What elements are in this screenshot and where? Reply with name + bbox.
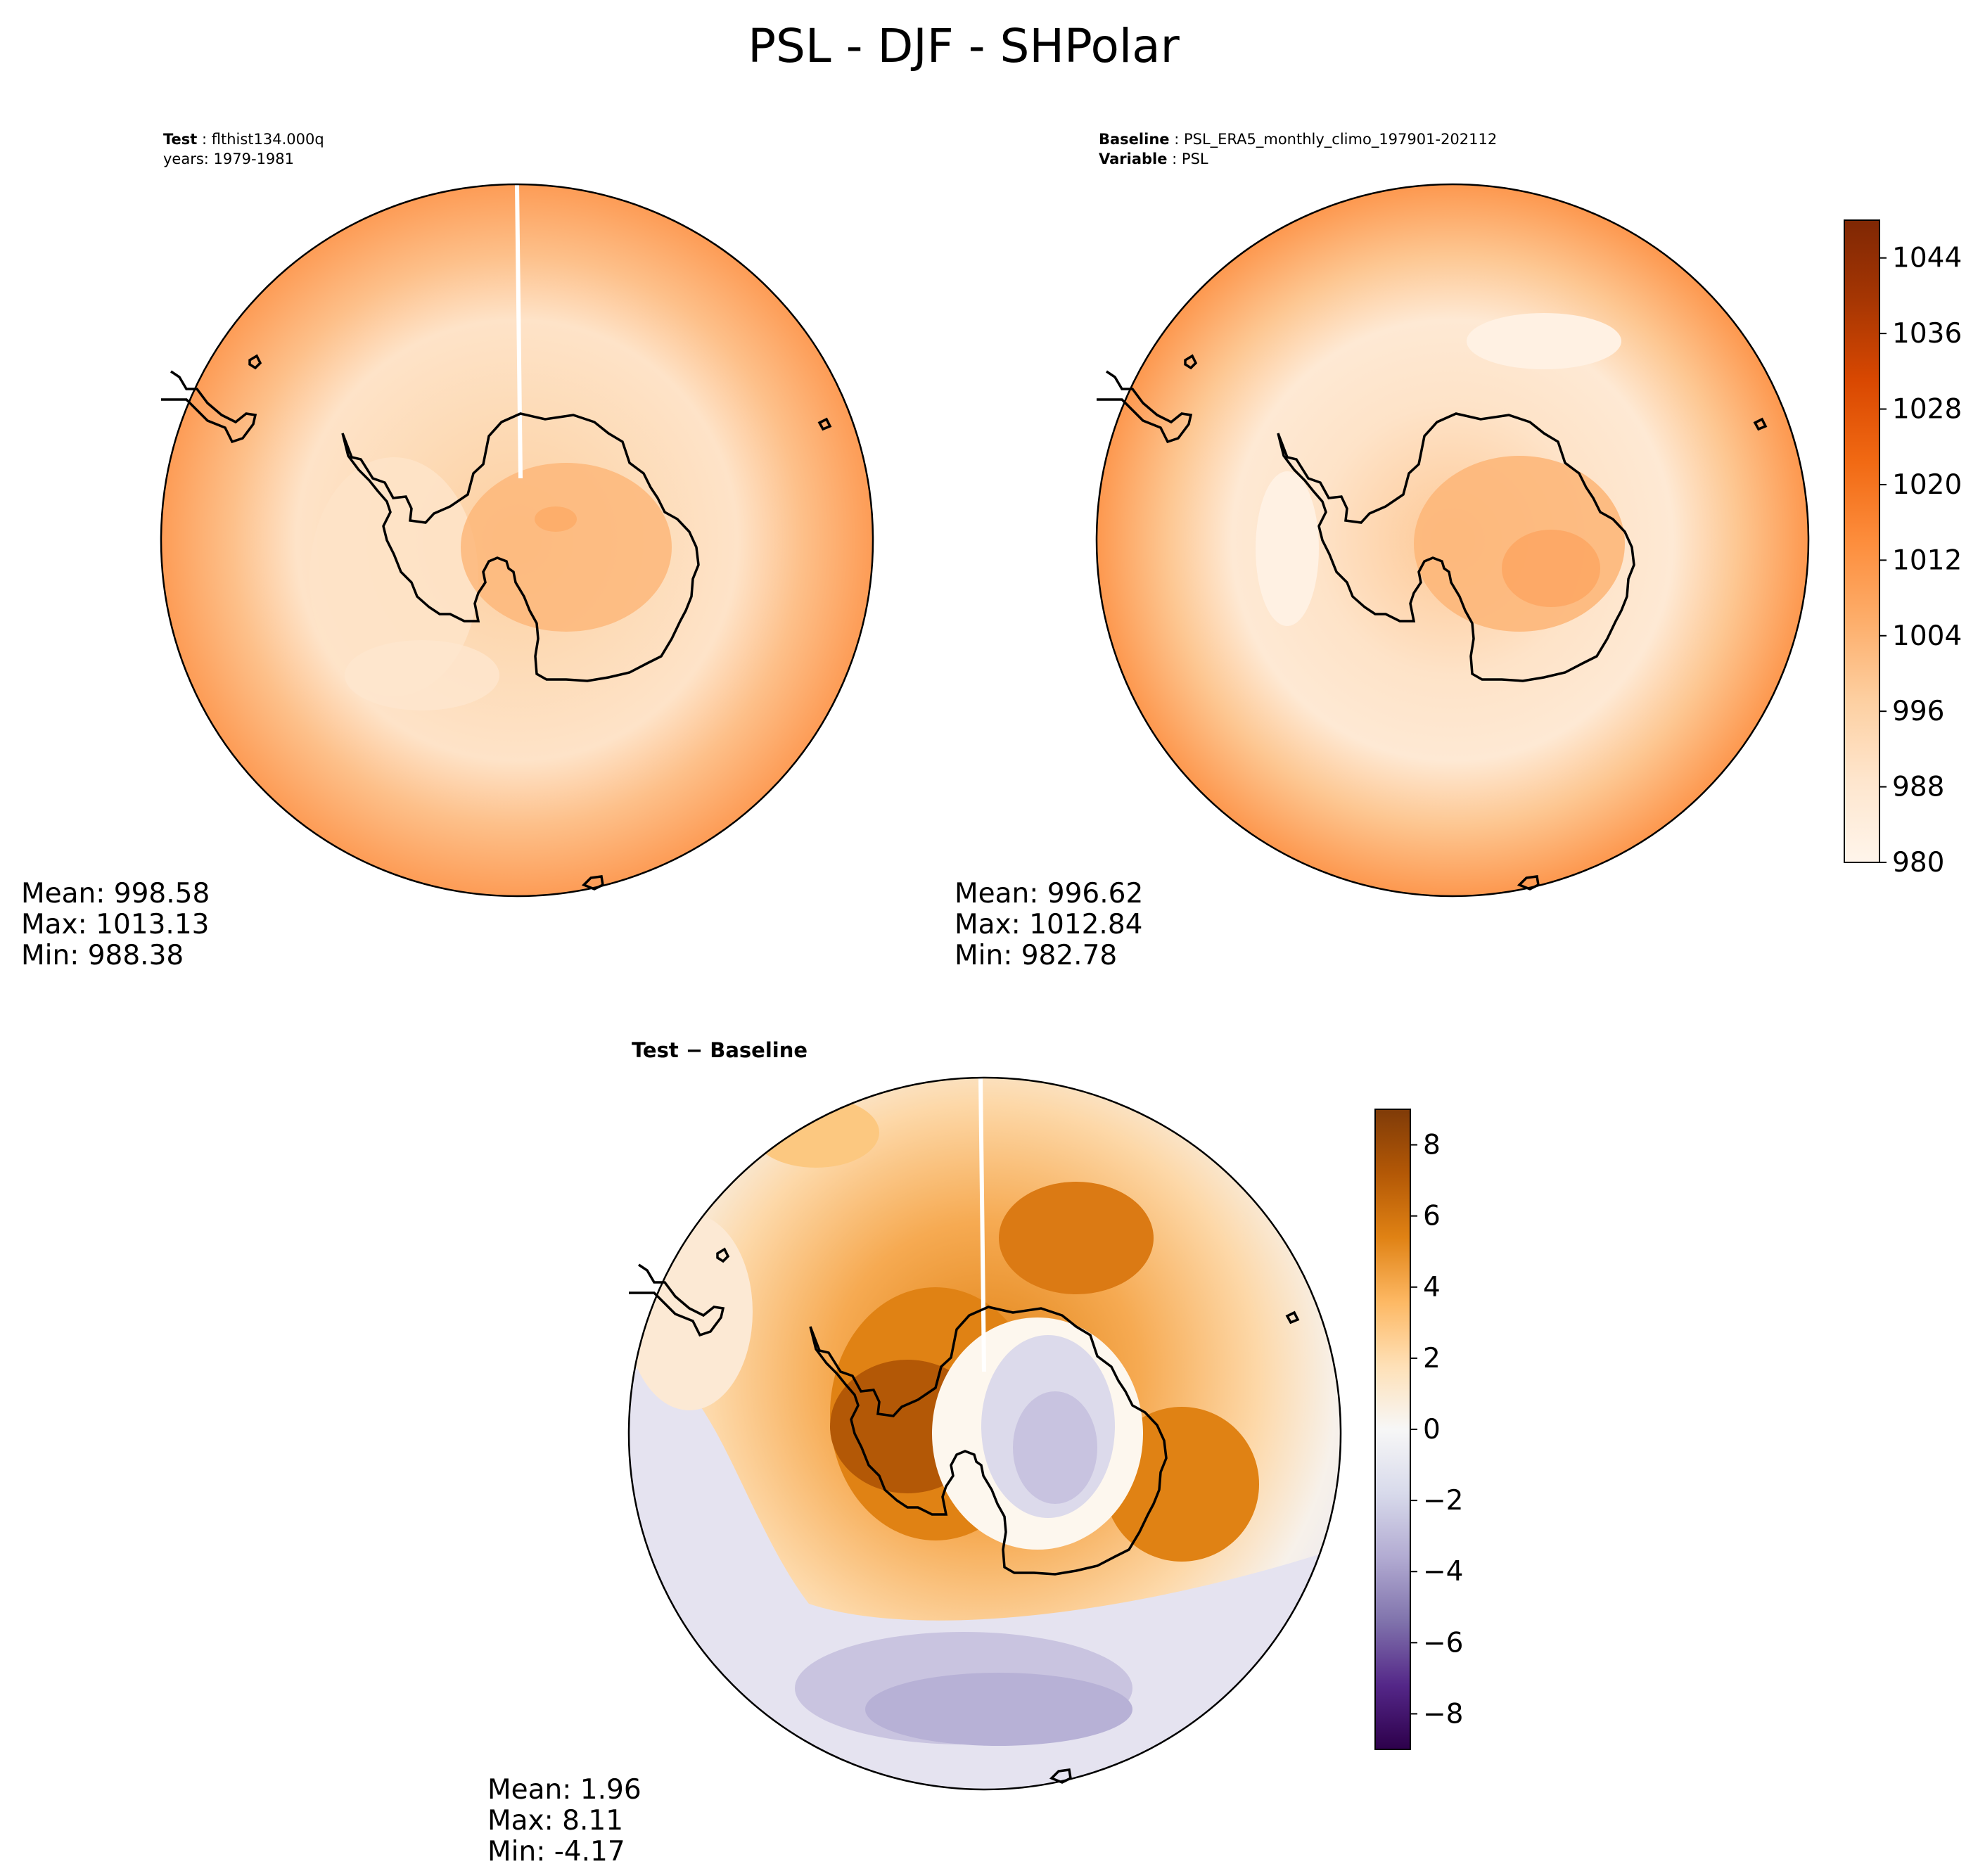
diff-colorbar-tick-label: −8	[1423, 1698, 1464, 1730]
figure-title: PSL - DJF - SHPolar	[748, 19, 1180, 73]
abs-colorbar-ticks: 980 988 996 1004 1012 1020 1028 1036 1044	[1879, 243, 1962, 879]
baseline-variable-key: Variable	[1099, 151, 1167, 167]
test-stat-min: Min: 988.38	[21, 940, 184, 971]
diff-colorbar-tick-label: 2	[1423, 1343, 1441, 1374]
diff-colorbar-tick-label: 8	[1423, 1130, 1441, 1161]
abs-colorbar-tick-label: 1028	[1892, 394, 1962, 426]
abs-colorbar	[1844, 219, 1880, 863]
difference-stat-min: Min: -4.17	[487, 1836, 625, 1868]
difference-stat-mean: Mean: 1.96	[487, 1774, 642, 1806]
test-panel: Test : flthist134.000q years: 1979-1981 …	[21, 131, 874, 971]
baseline-stat-min: Min: 982.78	[955, 940, 1117, 971]
diff-colorbar-ticks: −8 −6 −4 −2 0 2 4 6 8	[1410, 1130, 1464, 1730]
test-header-key: Test	[163, 131, 197, 148]
test-map-field	[161, 184, 873, 896]
diff-colorbar-tick-label: 4	[1423, 1272, 1441, 1303]
difference-header: Test − Baseline	[632, 1038, 808, 1062]
abs-colorbar-tick-label: 1044	[1892, 243, 1962, 274]
diff-colorbar-tick-label: 0	[1423, 1414, 1441, 1446]
abs-colorbar-tick-label: 1036	[1892, 318, 1962, 350]
baseline-panel: Baseline : PSL_ERA5_monthly_climo_197901…	[955, 131, 1962, 971]
test-stat-mean: Mean: 998.58	[21, 878, 210, 910]
baseline-stat-mean: Mean: 996.62	[955, 878, 1143, 910]
test-stat-max: Max: 1013.13	[21, 909, 209, 940]
baseline-header-value: PSL_ERA5_monthly_climo_197901-202112	[1184, 131, 1497, 148]
difference-map-boundary	[627, 1076, 1342, 1791]
abs-colorbar-tick-label: 1004	[1892, 620, 1962, 652]
diff-colorbar-tick-label: 6	[1423, 1201, 1441, 1232]
difference-map-field	[629, 1078, 1341, 1789]
baseline-map-field	[1097, 184, 1808, 896]
test-header-line1: Test : flthist134.000q	[163, 131, 324, 148]
abs-colorbar-tick-label: 1012	[1892, 544, 1962, 576]
diff-colorbar-tick-label: −4	[1423, 1556, 1464, 1588]
baseline-header-line1: Baseline : PSL_ERA5_monthly_climo_197901…	[1099, 131, 1497, 148]
baseline-variable-value: PSL	[1182, 151, 1208, 167]
abs-colorbar-tick-label: 996	[1892, 696, 1944, 727]
abs-colorbar-tick-label: 1020	[1892, 469, 1962, 501]
baseline-header-key: Baseline	[1099, 131, 1170, 148]
abs-colorbar-tick-label: 988	[1892, 772, 1944, 803]
test-header-value: flthist134.000q	[212, 131, 324, 148]
test-map-boundary	[160, 183, 874, 898]
diff-colorbar-tick-label: −6	[1423, 1627, 1464, 1659]
abs-colorbar-tick-label: 980	[1892, 847, 1944, 879]
difference-panel: Test − Baseline	[487, 1038, 1464, 1868]
diff-colorbar-tick-label: −2	[1423, 1485, 1464, 1517]
diff-colorbar	[1374, 1109, 1411, 1750]
baseline-stat-max: Max: 1012.84	[955, 909, 1142, 940]
baseline-header-line2: Variable : PSL	[1099, 151, 1208, 167]
baseline-map-boundary	[1095, 183, 1810, 898]
difference-stat-max: Max: 8.11	[487, 1805, 623, 1837]
test-header-line2: years: 1979-1981	[163, 151, 294, 167]
